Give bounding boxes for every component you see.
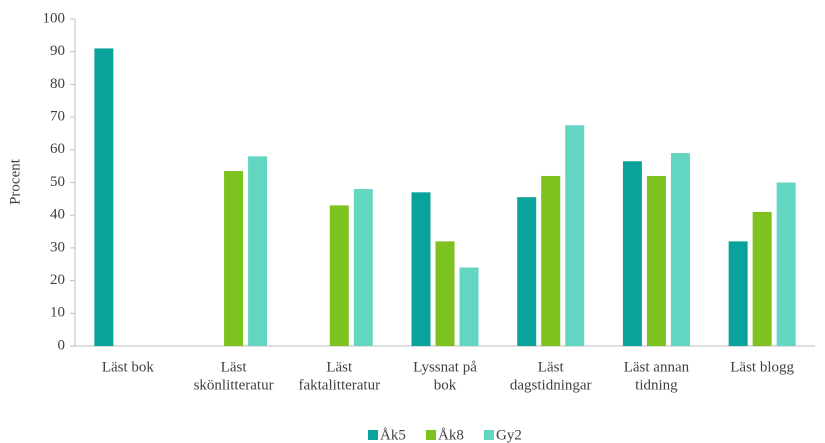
y-tick-label: 60 <box>50 141 65 157</box>
bar <box>622 161 642 346</box>
y-tick-label: 40 <box>50 207 65 223</box>
x-tick-label: bok <box>434 377 457 393</box>
bar <box>94 48 114 347</box>
y-tick-label: 30 <box>50 239 65 255</box>
bar <box>459 267 479 346</box>
bar <box>224 171 244 346</box>
bar <box>353 189 373 346</box>
bar <box>728 241 748 346</box>
x-tick-label: tidning <box>635 377 678 393</box>
legend-swatch <box>368 430 378 440</box>
y-tick-label: 100 <box>43 10 66 26</box>
x-tick-label: dagstidningar <box>510 377 592 393</box>
legend-label: Åk8 <box>438 427 464 443</box>
bar <box>329 205 349 346</box>
y-tick-label: 80 <box>50 76 65 92</box>
x-tick-label: Läst <box>538 359 565 375</box>
x-tick-label: Lyssnat på <box>413 359 477 375</box>
x-tick-label: Läst blogg <box>730 359 794 375</box>
bar <box>517 197 537 346</box>
bar <box>776 182 796 346</box>
y-tick-label: 10 <box>50 305 65 321</box>
x-tick-label: Läst <box>221 359 248 375</box>
bar <box>541 175 561 346</box>
bar <box>670 153 690 346</box>
x-tick-label: Läst bok <box>102 359 155 375</box>
bar <box>435 241 455 346</box>
y-tick-label: 0 <box>58 337 66 353</box>
y-tick-label: 50 <box>50 174 65 190</box>
x-tick-label: skönlitteratur <box>194 377 274 393</box>
bar <box>565 125 585 347</box>
y-tick-label: 70 <box>50 109 65 125</box>
y-tick-label: 90 <box>50 43 65 59</box>
y-axis-label: Procent <box>7 158 23 205</box>
legend-swatch <box>484 430 494 440</box>
legend-swatch <box>426 430 436 440</box>
x-tick-label: faktalitteratur <box>298 377 380 393</box>
legend-label: Åk5 <box>380 427 406 443</box>
bar <box>248 156 268 346</box>
y-tick-label: 20 <box>50 272 65 288</box>
legend-label: Gy2 <box>496 427 522 443</box>
bar <box>411 192 431 346</box>
x-tick-label: Läst annan <box>624 359 690 375</box>
x-tick-label: Läst <box>326 359 353 375</box>
bar <box>646 175 666 346</box>
bar <box>752 211 772 346</box>
